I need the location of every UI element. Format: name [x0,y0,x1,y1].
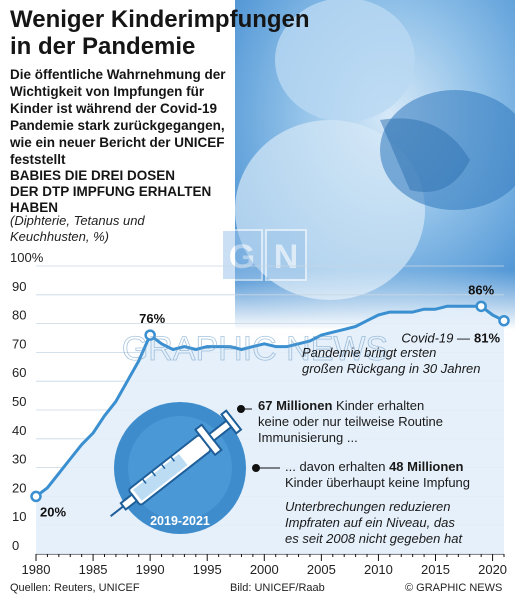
x-tick-label: 2005 [307,562,336,577]
x-tick-label: 1995 [193,562,222,577]
point-marker-1980 [30,490,42,503]
label-1980: 20% [40,504,66,519]
gn-logo-watermark: G N [221,229,307,281]
y-tick-label: 90 [12,279,26,294]
page-title: Weniger Kinderimpfungen in der Pandemie [10,6,310,60]
y-tick-label: 10 [12,509,26,524]
syringe-circle: 2019-2021 [110,402,246,534]
subtitle: Die öffentliche Wahrnehmung der Wichtigk… [10,67,226,167]
point-marker-2021 [498,314,510,327]
circle-period-label: 2019-2021 [150,514,210,528]
x-tick-label: 1990 [136,562,165,577]
x-tick-label: 2000 [250,562,279,577]
y-tick-label: 80 [12,308,26,323]
x-tick-label: 2020 [478,562,507,577]
svg-text:G: G [229,238,255,276]
svg-text:N: N [274,238,299,276]
covid-value: 81% [474,331,500,346]
interruption-annotation: Unterbrechungen reduzieren Impfraten auf… [285,499,463,546]
x-tick-label: 1985 [79,562,108,577]
y-tick-label: 50 [12,394,26,409]
x-tick-label: 2015 [421,562,450,577]
pandemic-annotation: Pandemie bringt ersten großen Rückgang i… [302,345,481,376]
y-tick-label: 30 [12,452,26,467]
label-1990: 76% [139,311,165,326]
y-tick-label: 40 [12,423,26,438]
syringe-icon [110,409,243,517]
y-tick-label: 100% [10,250,44,265]
image-credit: Bild: UNICEF/Raab [230,582,325,594]
chart-subcaption: (Diphterie, Tetanus und Keuchhusten, %) [10,213,145,244]
y-tick-label: 70 [12,336,26,351]
stat-67-million: 67 Millionen Kinder erhalten keine oder … [258,398,443,445]
source-text: Quellen: Reuters, UNICEF [10,582,140,594]
x-axis: 1980 1985 1990 1995 2000 2005 2010 2015 2020 [22,554,507,577]
pointer-lines [237,405,280,472]
stat-48-million: ... davon erhalten 48 Millionen Kinder ü… [285,459,471,490]
series-line [35,304,505,498]
chart-caption: BABIES DIE DREI DOSEN DER DTP IMPFUNG ER… [10,168,212,215]
covid-label: Covid-19 — [401,331,471,346]
point-markers [30,300,510,503]
x-tick-label: 1980 [22,562,51,577]
y-tick-label: 20 [12,480,26,495]
x-tick-label: 2010 [364,562,393,577]
label-2019: 86% [468,282,494,297]
point-marker-2019 [475,300,487,313]
point-marker-1990 [144,329,156,341]
y-tick-label: 60 [12,365,26,380]
y-tick-label: 0 [12,538,19,553]
copyright: © GRAPHIC NEWS [405,582,503,594]
y-axis: 0 10 20 30 40 50 60 70 80 90 100% [10,250,44,553]
watermark-text: GRAPHIC NEWS [122,330,388,368]
